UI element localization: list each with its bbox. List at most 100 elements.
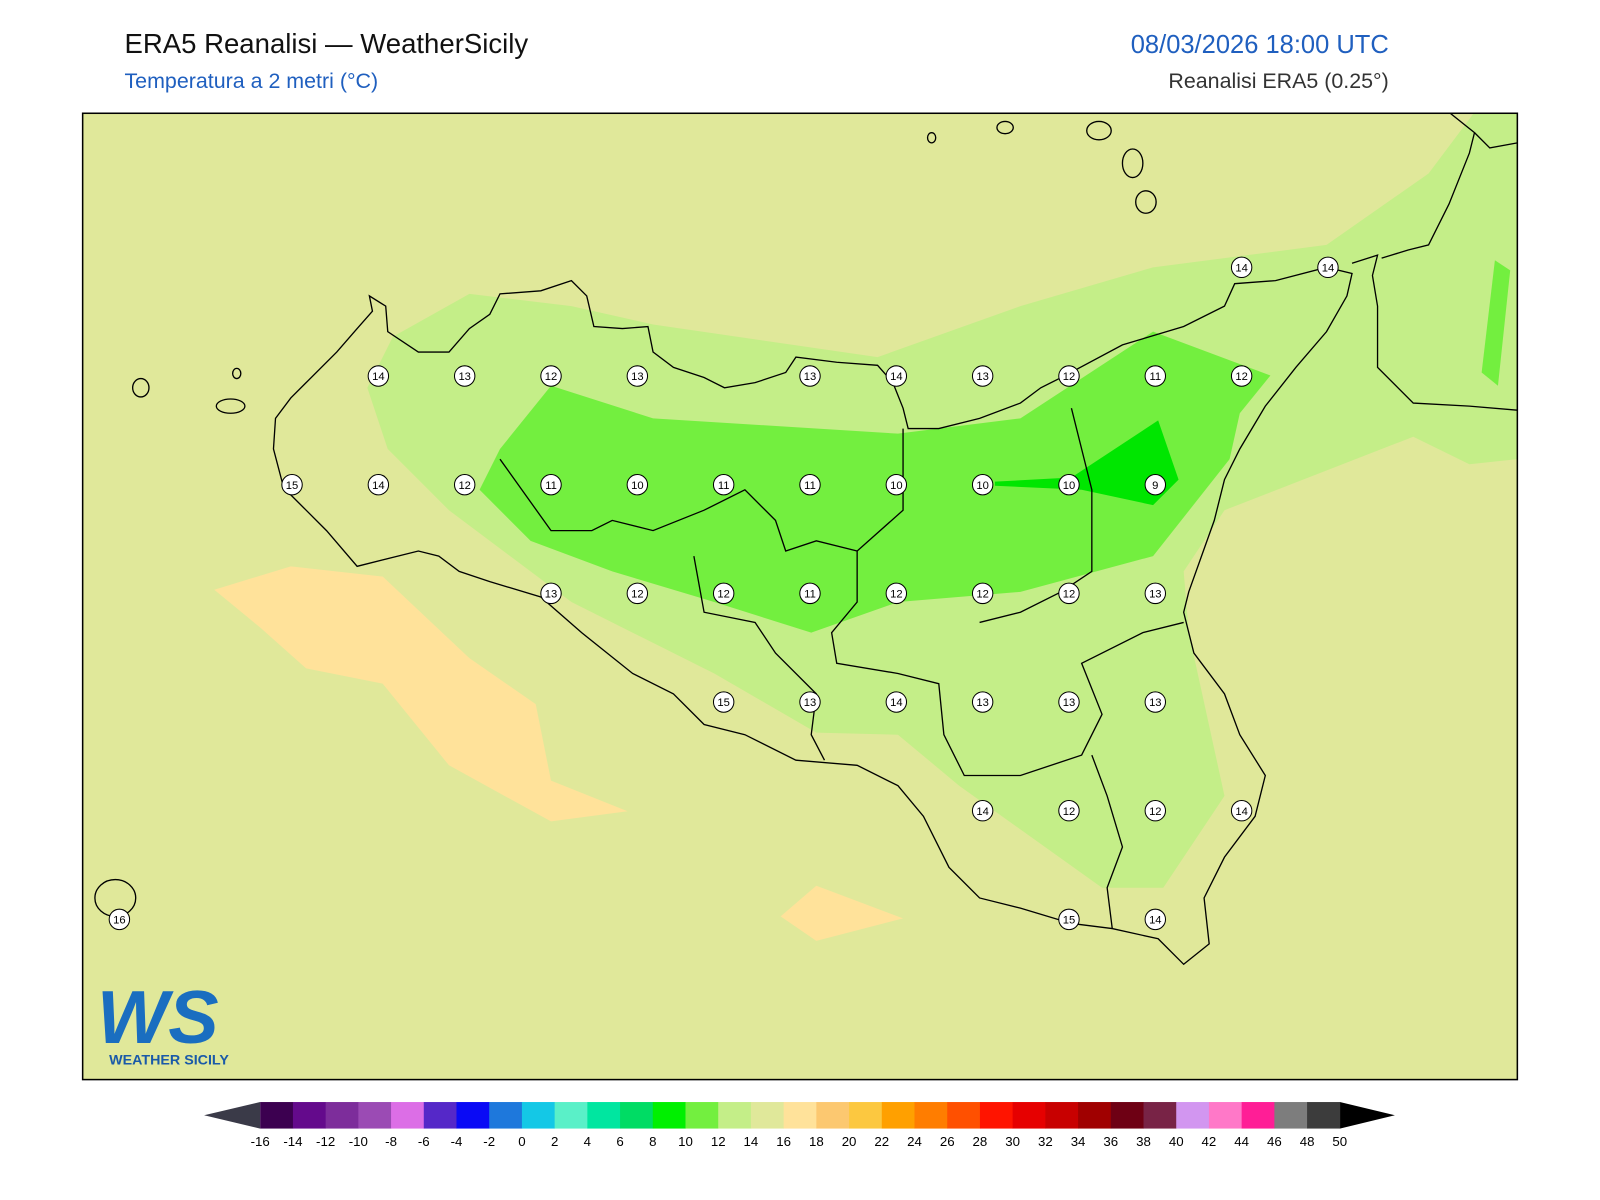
province-border [499, 458, 858, 552]
island [215, 398, 246, 414]
station-value: 14 [372, 480, 384, 492]
colorbar-box [1176, 1102, 1210, 1129]
colorbar-tick-label: 26 [940, 1134, 955, 1149]
station-marker [799, 691, 821, 713]
station-marker [626, 473, 649, 496]
station-value: 12 [1063, 371, 1075, 383]
station-marker [540, 365, 562, 387]
source: Reanalisi ERA5 (0.25°) [1168, 69, 1388, 93]
field-16-18 [780, 885, 904, 941]
field-16-18 [214, 566, 628, 822]
colorbar-tick-label: -12 [316, 1134, 335, 1149]
station-value: 13 [804, 697, 816, 709]
station-marker [885, 365, 908, 387]
datetime: 08/03/2026 18:00 UTC [1131, 31, 1389, 59]
station-value: 13 [804, 371, 816, 383]
colorbar-box [718, 1102, 752, 1129]
station-value: 12 [717, 588, 729, 600]
colorbar-tick-label: 18 [809, 1134, 824, 1149]
station-value: 10 [890, 480, 902, 492]
field-10-12 [479, 331, 1271, 633]
station-value: 12 [1235, 371, 1247, 383]
station-value: 13 [631, 371, 643, 383]
station-value: 12 [545, 371, 557, 383]
colorbar-box [292, 1102, 327, 1129]
field-8-10 [994, 420, 1179, 506]
station-marker [1058, 908, 1080, 931]
colorbar-box [325, 1102, 359, 1129]
colorbar-box [652, 1102, 686, 1129]
colorbar-box [685, 1102, 719, 1129]
station-marker [108, 908, 131, 931]
colorbar-box [1110, 1102, 1144, 1129]
colorbar-tick-label: 34 [1071, 1134, 1086, 1149]
station-value: 14 [1235, 806, 1247, 818]
colorbar-tick-label: 40 [1169, 1134, 1184, 1149]
coastline [1474, 132, 1518, 149]
station-value: 13 [458, 371, 470, 383]
colorbar-tick-label: -14 [283, 1134, 302, 1149]
colorbar-box [849, 1102, 883, 1129]
station-marker [799, 365, 821, 387]
station-marker [971, 800, 994, 822]
coastline [1351, 254, 1518, 411]
colorbar-box [260, 1102, 294, 1129]
station-marker [453, 473, 476, 496]
colorbar-tick-label: 2 [551, 1134, 558, 1149]
colorbar-tick-label: 4 [584, 1134, 591, 1149]
station-value: 13 [1149, 697, 1161, 709]
island [131, 377, 150, 398]
colorbar-box [979, 1102, 1014, 1129]
station-marker [1144, 473, 1167, 496]
logo: WS WEATHER SICILY [97, 976, 229, 1068]
station-marker [971, 691, 994, 713]
station-marker [1144, 691, 1167, 713]
province-border [693, 556, 826, 761]
colorbar-box [750, 1102, 785, 1129]
station-marker [885, 473, 908, 496]
colorbar-tick-label: 28 [973, 1134, 988, 1149]
colorbar-tick-label: 10 [678, 1134, 693, 1149]
station-marker [971, 473, 994, 496]
station-marker [1058, 365, 1080, 387]
colorbar-tick-label: 30 [1005, 1134, 1020, 1149]
station-marker [1058, 582, 1080, 605]
station-value: 11 [545, 480, 557, 492]
station-value: 12 [458, 480, 470, 492]
station-marker [1144, 365, 1167, 387]
province-border [1091, 754, 1124, 929]
station-value: 11 [1149, 371, 1161, 383]
station-marker [1058, 473, 1080, 496]
station-marker [1058, 691, 1080, 713]
colorbar-under [204, 1102, 261, 1129]
colorbar-tick-label: 38 [1136, 1134, 1151, 1149]
station-value: 12 [1149, 806, 1161, 818]
station-marker [1144, 908, 1167, 931]
colorbar-tick-label: 50 [1332, 1134, 1347, 1149]
station-value: 14 [1149, 914, 1161, 926]
station-value: 15 [286, 480, 298, 492]
colorbar-box [1143, 1102, 1177, 1129]
station-marker [885, 691, 908, 713]
station-value: 12 [1063, 588, 1075, 600]
colorbar-box [489, 1102, 523, 1129]
colorbar-box [881, 1102, 915, 1129]
logo-mark: WS [97, 976, 219, 1060]
logo-name: WEATHER SICILY [109, 1052, 229, 1068]
station-marker [1058, 800, 1080, 822]
station-marker [712, 691, 735, 713]
station-marker [712, 582, 735, 605]
station-marker [281, 473, 303, 496]
colorbar-box [521, 1102, 556, 1129]
subtitle: Temperatura a 2 metri (°C) [124, 69, 378, 93]
station-value: 12 [976, 588, 988, 600]
station-marker [799, 582, 821, 605]
colorbar-tick-label: -16 [251, 1134, 270, 1149]
station-marker [367, 365, 390, 387]
colorbar: -16 -14 -12 -10 -8 -6 -4 -2 0 2 4 6 8 10 12 14 16 18 20 22 2… [204, 1102, 1395, 1149]
station-value: 10 [976, 480, 988, 492]
station-value: 14 [890, 371, 902, 383]
station-value: 14 [1322, 262, 1334, 274]
station-value: 11 [804, 480, 816, 492]
